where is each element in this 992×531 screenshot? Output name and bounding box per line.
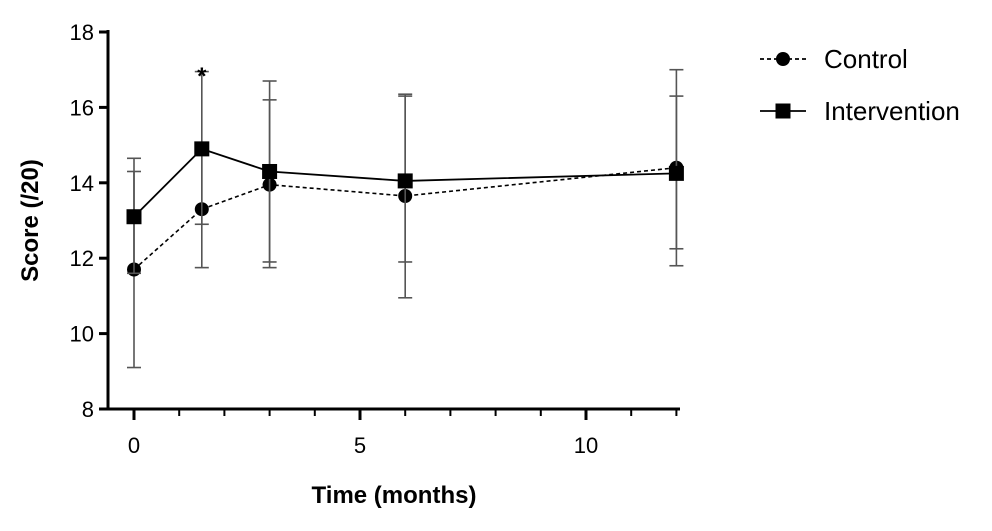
y-tick-label: 16: [70, 95, 94, 120]
data-point-intervention: [194, 141, 210, 157]
y-axis-title: Score (/20): [17, 159, 44, 282]
legend-label-control: Control: [824, 44, 908, 74]
significance-annotation: *: [197, 63, 207, 90]
legend-marker-control: [776, 52, 790, 66]
legend-label-intervention: Intervention: [824, 96, 960, 126]
x-axis-title: Time (months): [312, 482, 477, 509]
series-intervention: [126, 70, 684, 275]
data-point-intervention: [262, 163, 278, 179]
x-tick-label: 10: [574, 433, 598, 458]
y-tick-label: 10: [70, 322, 94, 347]
legend-item-control: Control: [760, 44, 908, 74]
y-tick-label: 12: [70, 246, 94, 271]
y-tick-label: 8: [82, 397, 94, 422]
x-tick-label: 5: [354, 433, 366, 458]
data-point-intervention: [397, 173, 413, 189]
legend-item-intervention: Intervention: [760, 96, 960, 126]
data-point-intervention: [126, 209, 142, 225]
legend-marker-intervention: [775, 103, 791, 119]
x-tick-label: 0: [128, 433, 140, 458]
data-point-intervention: [668, 165, 684, 181]
y-tick-label: 14: [70, 171, 94, 196]
y-tick-label: 18: [70, 20, 94, 45]
